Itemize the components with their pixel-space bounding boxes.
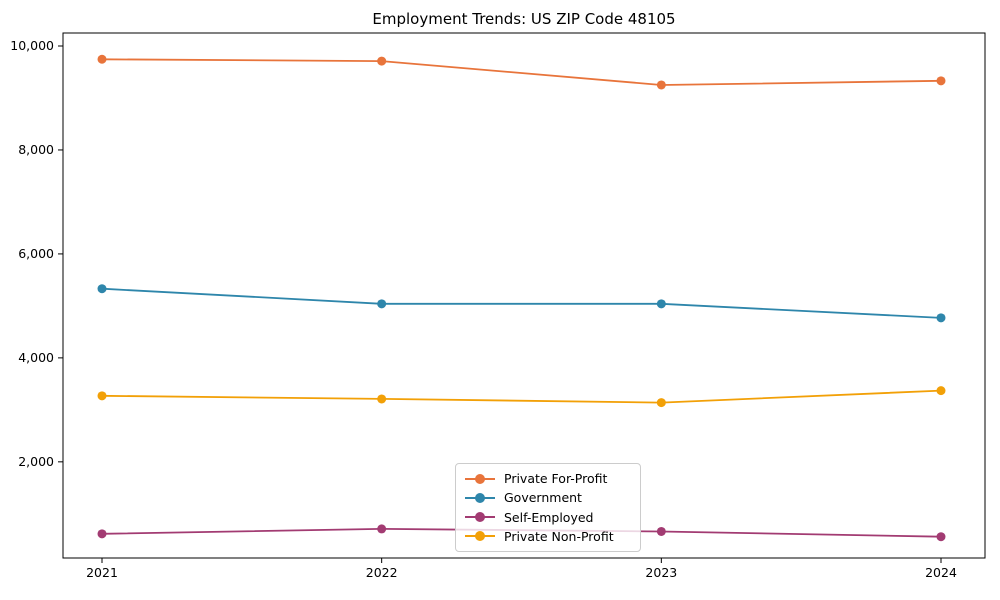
legend-label: Government	[504, 490, 582, 506]
y-tick-label: 2,000	[18, 454, 54, 469]
chart-title: Employment Trends: US ZIP Code 48105	[372, 10, 676, 28]
data-point	[377, 524, 387, 534]
x-tick-label: 2023	[645, 565, 677, 580]
data-point	[97, 284, 107, 294]
legend-entry-private-for-profit: Private For-Profit	[465, 469, 630, 488]
y-tick-label: 8,000	[18, 142, 54, 157]
line-dot-marker-icon	[465, 529, 495, 543]
data-point	[377, 56, 387, 66]
line-dot-marker-icon	[465, 510, 495, 524]
legend-label: Self-Employed	[504, 509, 594, 525]
y-tick-label: 4,000	[18, 350, 54, 365]
data-point	[97, 54, 107, 64]
series-line-private-non-profit	[101, 389, 942, 404]
data-point	[656, 299, 666, 309]
axes-frame	[62, 32, 986, 559]
legend-entry-government: Government	[465, 488, 630, 507]
x-tick-label: 2021	[86, 565, 118, 580]
series-line-private-for-profit	[101, 58, 942, 86]
x-tick-label: 2024	[925, 565, 957, 580]
data-point	[656, 526, 666, 536]
y-tick-label: 10,000	[10, 38, 54, 53]
data-point	[936, 386, 946, 396]
legend-label: Private Non-Profit	[504, 528, 614, 544]
line-dot-marker-icon	[465, 472, 495, 486]
legend-entry-private-non-profit: Private Non-Profit	[465, 527, 630, 546]
legend-label: Private For-Profit	[504, 471, 608, 487]
series-line-government	[101, 287, 942, 319]
data-point	[656, 80, 666, 90]
data-point	[656, 398, 666, 408]
line-dot-marker-icon	[465, 491, 495, 505]
data-point	[936, 532, 946, 542]
y-tick-label: 6,000	[18, 246, 54, 261]
data-point	[97, 391, 107, 401]
data-point	[936, 313, 946, 323]
x-tick-label: 2022	[366, 565, 398, 580]
legend: Private For-Profit Government Self-Emplo…	[455, 463, 641, 552]
data-point	[97, 529, 107, 539]
data-point	[377, 299, 387, 309]
data-point	[377, 394, 387, 404]
data-point	[936, 76, 946, 86]
legend-entry-self-employed: Self-Employed	[465, 508, 630, 527]
